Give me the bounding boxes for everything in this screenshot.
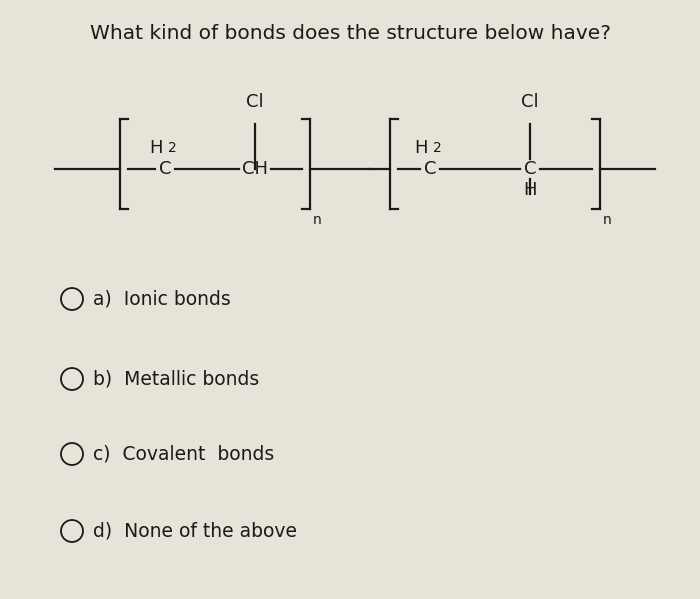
Text: b)  Metallic bonds: b) Metallic bonds (93, 370, 259, 389)
Text: H: H (524, 181, 537, 199)
Text: H: H (150, 139, 163, 157)
Text: 2: 2 (433, 141, 442, 155)
Text: C: C (524, 160, 536, 178)
Text: What kind of bonds does the structure below have?: What kind of bonds does the structure be… (90, 24, 610, 43)
Text: c)  Covalent  bonds: c) Covalent bonds (93, 444, 274, 464)
Text: C: C (159, 160, 172, 178)
Text: 2: 2 (168, 141, 176, 155)
Text: Cl: Cl (522, 93, 539, 111)
Text: CH: CH (242, 160, 268, 178)
Text: H: H (414, 139, 428, 157)
Text: Cl: Cl (246, 93, 264, 111)
Text: d)  None of the above: d) None of the above (93, 522, 297, 540)
Text: a)  Ionic bonds: a) Ionic bonds (93, 289, 231, 308)
Text: C: C (424, 160, 436, 178)
Text: n: n (313, 213, 322, 227)
Text: n: n (603, 213, 612, 227)
